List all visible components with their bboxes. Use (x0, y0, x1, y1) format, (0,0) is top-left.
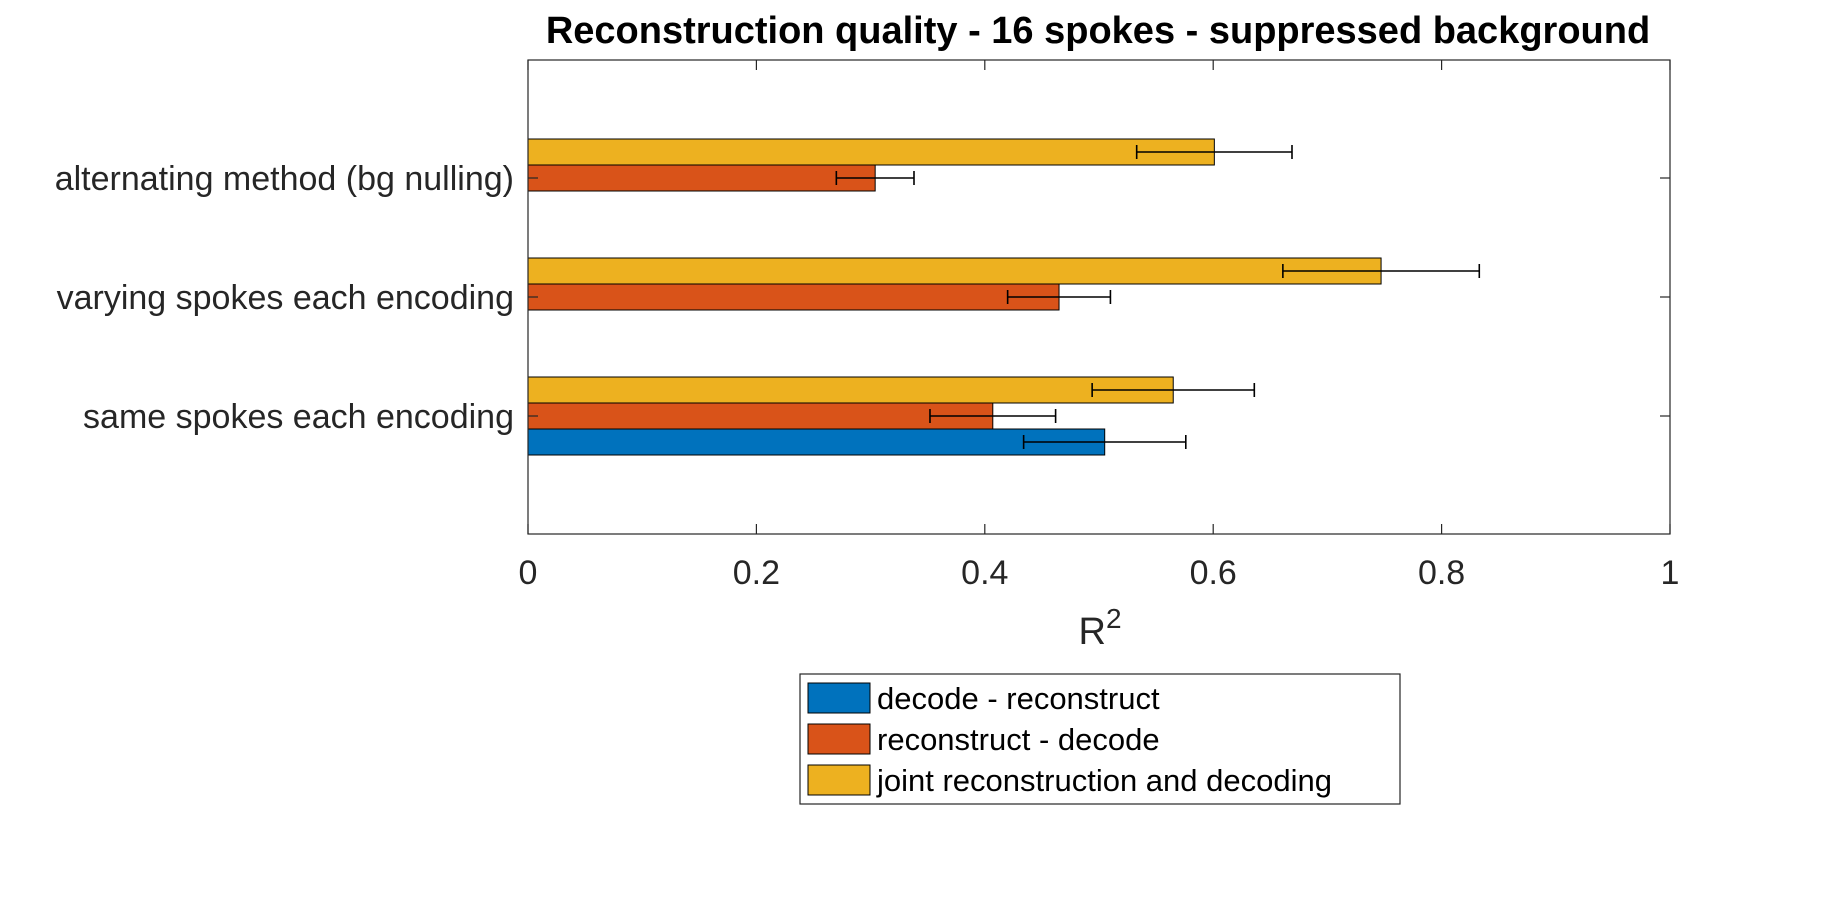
bar (527, 283, 1060, 311)
x-axis-label-superscript: 2 (1106, 603, 1122, 634)
legend-label: reconstruct - decode (877, 722, 1160, 757)
x-axis-label-base: R (1078, 611, 1105, 653)
y-category-label: same spokes each encoding (83, 398, 514, 436)
x-axis-label: R2 (1078, 603, 1121, 653)
bar (527, 376, 1174, 404)
x-tick-label: 0.2 (733, 554, 780, 592)
legend-box (799, 673, 1401, 805)
x-tick-label: 1 (1661, 554, 1680, 592)
bar (527, 428, 1106, 456)
legend-label: decode - reconstruct (877, 681, 1160, 716)
legend-label: joint reconstruction and decoding (876, 763, 1332, 798)
bar (527, 164, 876, 192)
legend-swatch (807, 764, 871, 796)
bar (527, 257, 1382, 285)
plot-area (527, 138, 1481, 456)
legend-swatch (807, 723, 871, 755)
y-category-label: alternating method (bg nulling) (55, 160, 514, 198)
bar (527, 402, 994, 430)
x-tick-label: 0.4 (961, 554, 1008, 592)
chart-title: Reconstruction quality - 16 spokes - sup… (546, 10, 1650, 52)
x-tick-label: 0.8 (1418, 554, 1465, 592)
legend-swatch (807, 682, 871, 714)
x-tick-label: 0 (519, 554, 538, 592)
x-tick-label: 0.6 (1190, 554, 1237, 592)
bar (527, 138, 1215, 166)
legend: decode - reconstruct reconstruct - decode… (799, 673, 1401, 805)
axes: 0 0.2 0.4 0.6 0.8 1 same spokes each encoding v… (55, 59, 1680, 592)
y-category-label: varying spokes each encoding (57, 279, 514, 317)
